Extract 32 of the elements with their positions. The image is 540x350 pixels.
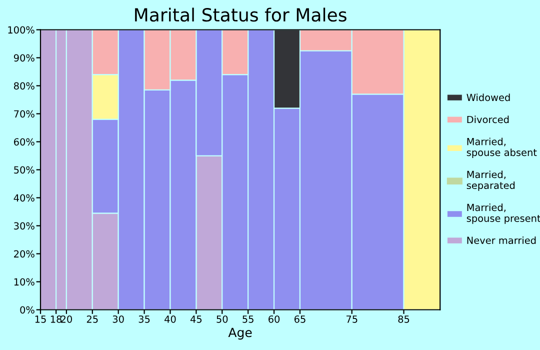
- y-tick-label: 40%: [14, 194, 34, 202]
- legend-label: Divorced: [467, 116, 509, 124]
- x-axis-title: Age: [228, 328, 252, 340]
- x-tick-label: 55: [242, 316, 254, 323]
- y-tick-label: 60%: [14, 138, 34, 146]
- y-tick-label: 80%: [14, 82, 34, 90]
- x-tick-label: 30: [112, 315, 124, 323]
- x-tick-label: 65: [294, 315, 306, 323]
- x-tick-label: 45: [190, 316, 202, 323]
- legend-label: Never married: [467, 236, 536, 244]
- x-tick-label: 15: [35, 316, 46, 323]
- x-tick-label: 60: [268, 315, 280, 323]
- legend-label: Married, separated: [466, 170, 515, 191]
- chart-title: Marital Status for Males: [135, 8, 346, 22]
- y-tick-label: 30%: [14, 222, 34, 230]
- y-tick-label: 100%: [8, 26, 34, 34]
- y-tick-label: 50%: [14, 166, 34, 174]
- y-tick-label: 90%: [14, 54, 34, 62]
- legend-label: Widowed: [466, 94, 510, 102]
- y-tick-label: 10%: [14, 278, 34, 286]
- y-tick-label: 70%: [14, 110, 34, 118]
- x-tick-label: 50: [216, 315, 228, 323]
- y-tick-label: 20%: [14, 250, 34, 258]
- legend-label: Married, spouse absent: [466, 138, 537, 158]
- x-tick-label: 18: [50, 315, 62, 323]
- x-tick-label: 20: [60, 315, 72, 323]
- x-tick-label: 85: [398, 315, 410, 323]
- x-tick-label: 75: [346, 316, 358, 323]
- x-tick-label: 40: [164, 315, 176, 323]
- x-tick-label: 35: [138, 315, 150, 323]
- y-tick-label: 0%: [20, 306, 34, 314]
- x-tick-label: 25: [86, 315, 98, 323]
